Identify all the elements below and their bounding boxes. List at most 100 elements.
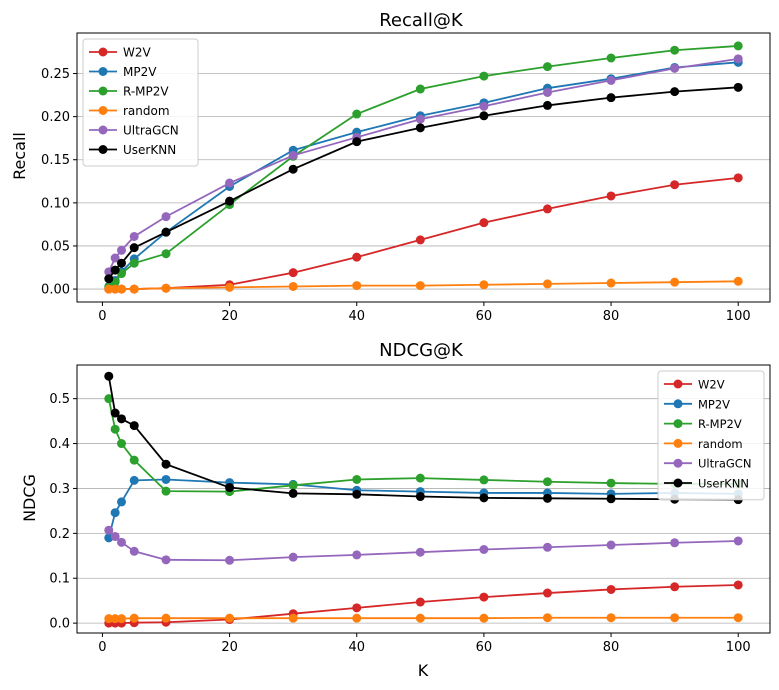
legend-marker	[98, 125, 108, 135]
data-point-r-mp2v	[542, 477, 552, 487]
data-point-r-mp2v	[129, 258, 139, 268]
legend-label: random	[698, 437, 743, 451]
data-point-userknn	[733, 82, 743, 92]
y-tick-label: 0.25	[41, 67, 70, 82]
data-point-userknn	[288, 488, 298, 498]
data-point-random	[542, 279, 552, 289]
data-point-random	[733, 613, 743, 623]
data-point-r-mp2v	[415, 84, 425, 94]
data-point-ultragcn	[110, 531, 120, 541]
data-point-ultragcn	[415, 547, 425, 557]
data-point-ultragcn	[733, 54, 743, 64]
data-point-random	[104, 284, 114, 294]
data-point-ultragcn	[104, 525, 114, 535]
data-point-random	[479, 613, 489, 623]
data-point-ultragcn	[161, 555, 171, 565]
legend-label: W2V	[123, 46, 152, 60]
data-point-userknn	[161, 459, 171, 469]
data-point-mp2v	[161, 474, 171, 484]
chart-title: NDCG@K	[379, 340, 464, 361]
x-tick-label: 20	[221, 640, 238, 655]
legend-label: UserKNN	[123, 143, 176, 157]
data-point-userknn	[110, 265, 120, 275]
data-point-mp2v	[110, 508, 120, 518]
data-point-userknn	[670, 87, 680, 97]
legend-label: UserKNN	[698, 477, 749, 491]
legend: W2V MP2V R-MP2V random UltraGCN UserKNN	[657, 370, 765, 501]
data-point-r-mp2v	[670, 45, 680, 55]
data-point-random	[110, 614, 120, 624]
series-line-ultragcn	[108, 529, 739, 562]
data-point-ultragcn	[288, 552, 298, 562]
data-point-r-mp2v	[161, 249, 171, 259]
data-point-r-mp2v	[733, 41, 743, 51]
data-point-ultragcn	[225, 178, 235, 188]
plot-frame	[76, 364, 771, 634]
data-point-w2v	[288, 268, 298, 278]
data-point-userknn	[129, 421, 139, 431]
data-point-r-mp2v	[542, 62, 552, 72]
data-point-ultragcn	[110, 253, 120, 263]
data-point-ultragcn	[606, 540, 616, 550]
data-point-userknn	[129, 243, 139, 253]
y-tick-label: 0.4	[49, 437, 70, 452]
x-tick-label: 80	[603, 309, 620, 324]
data-point-random	[606, 613, 616, 623]
legend-marker	[673, 438, 683, 448]
data-point-ultragcn	[225, 555, 235, 565]
data-point-userknn	[352, 137, 362, 147]
legend-marker	[98, 86, 108, 96]
data-point-ultragcn	[117, 245, 127, 255]
y-axis-label: Recall	[10, 132, 29, 180]
data-point-random	[606, 278, 616, 288]
y-tick-label: 0.20	[41, 110, 70, 125]
data-point-w2v	[606, 191, 616, 201]
data-point-ultragcn	[288, 150, 298, 160]
y-tick-label: 0.1	[49, 572, 70, 587]
data-point-userknn	[542, 493, 552, 503]
data-point-w2v	[479, 218, 489, 228]
legend-marker	[673, 458, 683, 468]
data-point-ultragcn	[479, 101, 489, 111]
data-point-r-mp2v	[479, 475, 489, 485]
data-point-r-mp2v	[606, 53, 616, 63]
chart-title: Recall@K	[379, 10, 464, 31]
data-point-r-mp2v	[479, 71, 489, 81]
x-tick-label: 60	[476, 309, 493, 324]
data-point-random	[542, 613, 552, 623]
y-tick-label: 0.05	[41, 239, 70, 254]
data-point-w2v	[670, 582, 680, 592]
data-point-random	[225, 613, 235, 623]
legend-marker	[673, 379, 683, 389]
data-point-random	[225, 282, 235, 292]
data-point-mp2v	[117, 497, 127, 507]
data-point-ultragcn	[352, 550, 362, 560]
data-point-w2v	[352, 252, 362, 262]
data-point-random	[104, 614, 114, 624]
legend-marker	[98, 145, 108, 154]
data-point-w2v	[479, 592, 489, 602]
data-point-userknn	[606, 93, 616, 103]
data-point-userknn	[225, 196, 235, 206]
legend-label: R-MP2V	[698, 417, 742, 431]
series-line-r-mp2v	[108, 45, 739, 289]
data-point-w2v	[542, 204, 552, 214]
data-point-userknn	[415, 123, 425, 133]
data-point-random	[415, 613, 425, 623]
y-tick-label: 0.15	[41, 153, 70, 168]
y-axis-label: NDCG	[20, 474, 39, 522]
legend-label: W2V	[698, 378, 725, 392]
data-point-userknn	[104, 371, 114, 381]
data-point-ultragcn	[733, 536, 743, 546]
legend-label: random	[123, 104, 170, 118]
y-tick-label: 0.00	[41, 283, 70, 298]
data-point-random	[161, 283, 171, 293]
data-point-userknn	[288, 164, 298, 174]
data-point-ultragcn	[670, 538, 680, 548]
data-point-r-mp2v	[129, 455, 139, 465]
data-point-userknn	[352, 489, 362, 499]
data-point-ultragcn	[129, 231, 139, 241]
data-point-random	[352, 281, 362, 291]
legend-marker	[673, 399, 683, 409]
